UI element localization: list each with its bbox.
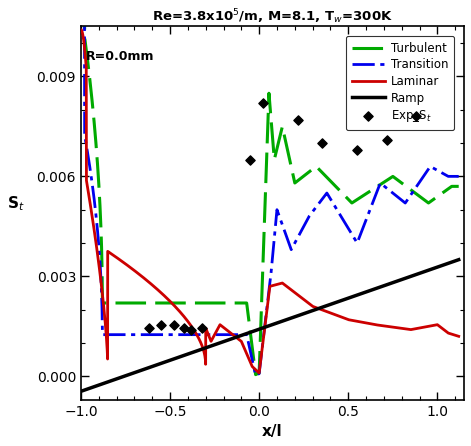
Ramp bbox=[456, 257, 462, 262]
Turbulent bbox=[253, 372, 259, 377]
Laminar bbox=[78, 27, 84, 33]
Ramp bbox=[303, 310, 309, 316]
Laminar bbox=[240, 342, 245, 347]
Exp_S$_t$ bbox=[259, 99, 267, 107]
Exp_S$_t$ bbox=[198, 324, 206, 331]
Turbulent bbox=[237, 300, 243, 306]
Turbulent bbox=[426, 200, 431, 206]
Ramp bbox=[447, 260, 453, 265]
Exp_S$_t$ bbox=[246, 156, 254, 163]
Turbulent bbox=[444, 187, 450, 192]
Laminar bbox=[258, 359, 263, 364]
Laminar bbox=[426, 324, 431, 329]
Transition bbox=[253, 372, 259, 378]
Laminar bbox=[444, 330, 450, 335]
Ramp bbox=[78, 388, 84, 394]
Turbulent bbox=[258, 330, 263, 336]
Exp_S$_t$ bbox=[180, 324, 188, 331]
Transition bbox=[240, 332, 245, 337]
Transition bbox=[258, 359, 263, 365]
Turbulent bbox=[353, 198, 358, 203]
Exp_S$_t$ bbox=[145, 324, 153, 331]
Turbulent bbox=[456, 184, 462, 189]
Line: Turbulent: Turbulent bbox=[81, 0, 459, 375]
Exp_S$_t$ bbox=[412, 113, 420, 120]
Ramp bbox=[283, 318, 288, 323]
Line: Ramp: Ramp bbox=[81, 260, 459, 391]
Laminar bbox=[237, 337, 243, 343]
Text: R=0.0mm: R=0.0mm bbox=[86, 50, 155, 63]
Transition bbox=[353, 238, 358, 243]
Line: Laminar: Laminar bbox=[81, 30, 459, 373]
Transition bbox=[444, 173, 450, 178]
Exp_S$_t$ bbox=[384, 136, 391, 143]
Exp_S$_t$ bbox=[187, 326, 195, 333]
Laminar bbox=[353, 318, 358, 324]
Transition bbox=[456, 173, 462, 179]
Exp_S$_t$ bbox=[318, 140, 325, 147]
X-axis label: x/l: x/l bbox=[262, 424, 283, 439]
Exp_S$_t$ bbox=[294, 116, 302, 123]
Laminar bbox=[256, 370, 262, 376]
Ramp bbox=[388, 281, 393, 286]
Transition bbox=[237, 332, 243, 337]
Ramp bbox=[260, 325, 266, 330]
Title: Re=3.8x10$^5$/m, M=8.1, T$_w$=300K: Re=3.8x10$^5$/m, M=8.1, T$_w$=300K bbox=[152, 7, 393, 25]
Legend: Turbulent, Transition, Laminar, Ramp, Exp_S$_t$: Turbulent, Transition, Laminar, Ramp, Ex… bbox=[346, 36, 455, 130]
Exp_S$_t$ bbox=[170, 321, 178, 328]
Y-axis label: S$_t$: S$_t$ bbox=[7, 194, 24, 213]
Laminar bbox=[456, 334, 462, 339]
Exp_S$_t$ bbox=[353, 146, 361, 153]
Turbulent bbox=[240, 300, 245, 306]
Exp_S$_t$ bbox=[157, 321, 165, 328]
Ramp bbox=[258, 326, 263, 331]
Line: Transition: Transition bbox=[81, 0, 459, 375]
Transition bbox=[426, 166, 431, 172]
